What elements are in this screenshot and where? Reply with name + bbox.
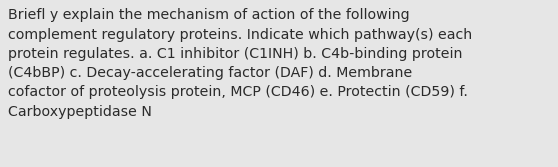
Text: Briefl y explain the mechanism of action of the following
complement regulatory : Briefl y explain the mechanism of action… (8, 8, 473, 119)
